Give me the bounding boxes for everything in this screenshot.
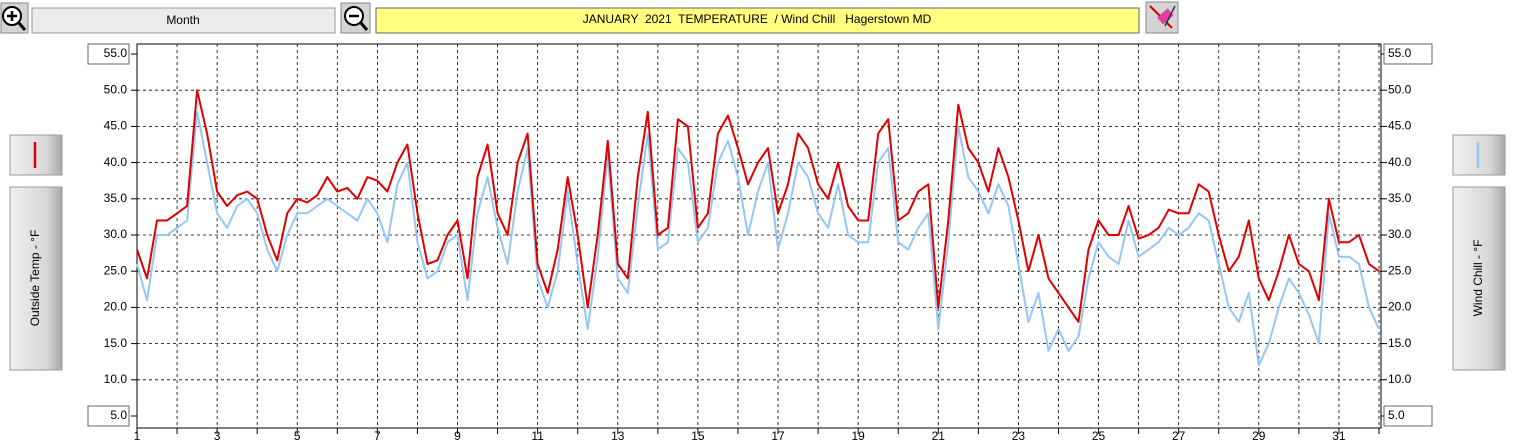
y2-tick-label: 25.0 [1388, 263, 1412, 277]
x-tick-label: 29 [1252, 429, 1266, 443]
y2-tick-label: 15.0 [1388, 336, 1412, 350]
y2-limit-box [1383, 43, 1433, 65]
x-tick-label: 9 [454, 429, 461, 443]
x-tick-label: 25 [1092, 429, 1106, 443]
zoom-in-button[interactable] [0, 2, 29, 34]
y2-tick-label: 35.0 [1388, 191, 1412, 205]
y-axis-button[interactable] [9, 186, 63, 371]
y-tick-label: 15.0 [104, 336, 128, 350]
y-tick-label: 40.0 [104, 155, 128, 169]
x-tick-label: 3 [214, 429, 221, 443]
clear-button[interactable] [1145, 1, 1179, 34]
y-tick-label: 50.0 [104, 82, 128, 96]
title-bar [375, 7, 1140, 34]
y2-axis-button[interactable] [1452, 186, 1506, 371]
x-tick-label: 15 [691, 429, 705, 443]
y-tick-label: 25.0 [104, 263, 128, 277]
x-tick-label: 21 [932, 429, 946, 443]
y-tick-label: 35.0 [104, 191, 128, 205]
x-tick-label: 11 [531, 429, 544, 443]
x-tick-label: 13 [611, 429, 625, 443]
y-tick-label: 55.0 [104, 46, 128, 60]
y2-tick-label: 45.0 [1388, 119, 1412, 133]
y-tick-label: 20.0 [104, 300, 128, 314]
y2-tick-label: 55.0 [1388, 46, 1412, 60]
range-button[interactable] [31, 7, 336, 34]
range-label: Month [166, 13, 199, 27]
y2-tick-label: 40.0 [1388, 155, 1412, 169]
x-tick-label: 17 [771, 429, 785, 443]
y-tick-label: 30.0 [104, 227, 128, 241]
y2-tick-label: 30.0 [1388, 227, 1412, 241]
series-line [136, 89, 1380, 323]
y2-axis-label: Wind Chill - °F [1471, 240, 1485, 317]
x-tick-label: 27 [1172, 429, 1186, 443]
x-tick-label: 31 [1332, 429, 1346, 443]
y-axis-label: Outside Temp - °F [28, 230, 42, 327]
plot-area [136, 43, 1382, 429]
chart-title: JANUARY 2021 TEMPERATURE / Wind Chill Ha… [583, 12, 932, 26]
y-limit-box [87, 405, 130, 427]
y2-limit-box [1383, 405, 1433, 427]
x-tick-label: 19 [851, 429, 865, 443]
y-tick-label: 10.0 [104, 372, 128, 386]
y2-tick-label: 50.0 [1388, 82, 1412, 96]
x-tick-label: 1 [134, 429, 141, 443]
y-tick-label: 45.0 [104, 119, 128, 133]
x-tick-label: 5 [294, 429, 301, 443]
series-line [136, 110, 1380, 367]
y2-tick-label: 5.0 [1388, 408, 1405, 422]
x-tick-label: 23 [1012, 429, 1026, 443]
y2-tick-label: 10.0 [1388, 372, 1412, 386]
x-tick-label: 7 [374, 429, 381, 443]
y-tick-label: 5.0 [110, 408, 127, 422]
zoom-out-button[interactable] [340, 2, 371, 34]
y2-tick-label: 20.0 [1388, 300, 1412, 314]
y-limit-box [87, 43, 130, 65]
